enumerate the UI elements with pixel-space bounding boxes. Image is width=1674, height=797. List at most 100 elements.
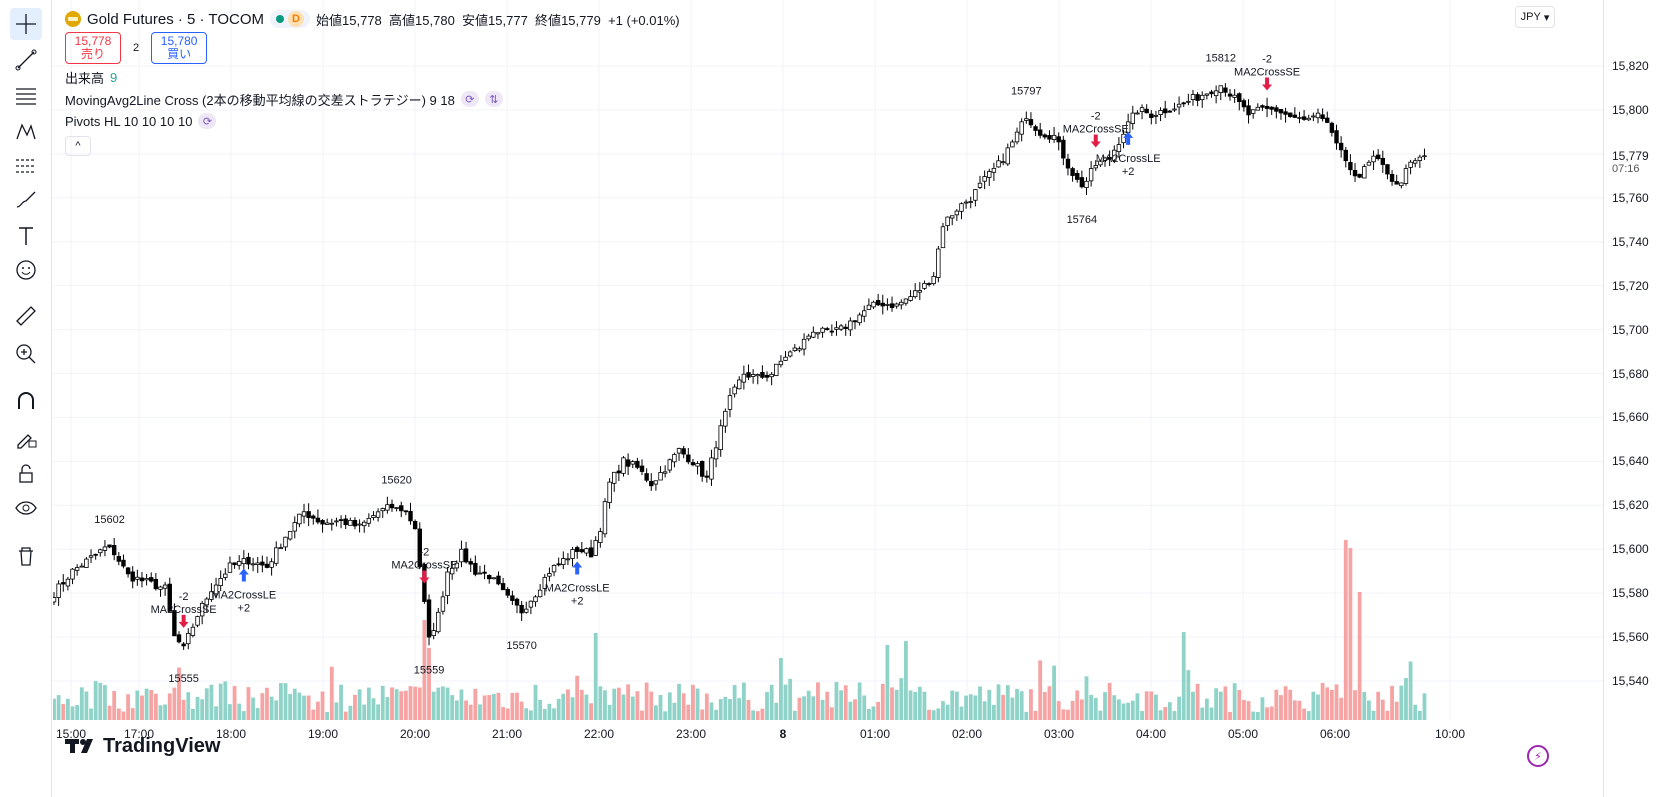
candle [690, 462, 696, 466]
candle [153, 579, 159, 590]
volume-bar [732, 685, 737, 720]
volume-bar [714, 709, 718, 720]
candle [1093, 165, 1098, 169]
volume-bar [1079, 699, 1084, 720]
price-axis-label: 15,600 [1612, 542, 1649, 557]
candle [144, 578, 149, 581]
candle [311, 515, 316, 519]
candle [857, 314, 862, 324]
trade-row: 15,778 売り 2 15,780 買い [65, 30, 680, 66]
candle [551, 564, 557, 573]
candle [65, 578, 71, 587]
crosshair-tool[interactable] [10, 8, 42, 40]
last-price-label: 15,779 [1612, 149, 1649, 164]
ma-strategy-row[interactable]: MovingAvg2Line Cross (2本の移動平均線の交差ストラテジー)… [65, 88, 680, 110]
symbol-title[interactable]: Gold Futures · 5 · TOCOM [87, 10, 264, 28]
volume-bar [1417, 710, 1422, 720]
pivots-row[interactable]: Pivots HL 10 10 10 10 ⟳ [65, 110, 680, 132]
volume-bar [1306, 711, 1311, 720]
candle [533, 596, 538, 603]
volume-bar [251, 697, 255, 720]
ruler-tool[interactable] [10, 300, 42, 332]
sell-button[interactable]: 15,778 売り [65, 32, 121, 64]
time-axis-label: 05:00 [1228, 727, 1258, 741]
volume-bar [191, 708, 195, 720]
candle [1149, 113, 1154, 119]
trendline-tool[interactable] [10, 44, 42, 76]
collapse-legend-button[interactable]: ^ [65, 136, 91, 156]
text-tool[interactable] [10, 220, 42, 252]
price-axis[interactable]: 15,540 15,560 15,580 15,600 15,620 15,640 15,6… [1603, 0, 1674, 797]
trash-tool[interactable] [10, 540, 42, 572]
volume-bar [843, 685, 848, 720]
volume-bar [329, 666, 334, 720]
market-status[interactable]: D [270, 10, 310, 28]
zoom-tool[interactable] [10, 338, 42, 370]
candle [899, 301, 904, 306]
pivot-label: 15797 [1011, 86, 1042, 98]
candle [1227, 93, 1233, 97]
eye-tool[interactable] [10, 492, 42, 524]
candle [172, 610, 177, 637]
candle [1042, 134, 1048, 138]
candle [746, 372, 751, 378]
volume-bar [1292, 700, 1297, 720]
candle [1389, 173, 1395, 182]
candle [1422, 155, 1427, 158]
volume-bar [1274, 689, 1279, 720]
lock-drawing-tool[interactable] [10, 422, 42, 454]
volume-indicator-row[interactable]: 出来高 9 [65, 66, 680, 88]
candle [1223, 87, 1228, 93]
candle [1130, 112, 1135, 124]
volume-bar [1413, 704, 1418, 720]
volume-bar [765, 692, 769, 720]
magnet-tool[interactable] [10, 386, 42, 418]
pivot-label: 15812 [1205, 53, 1236, 65]
legend: Gold Futures · 5 · TOCOM D 始値15,778 高値15… [65, 8, 680, 156]
currency-selector[interactable]: JPY ▾ [1515, 6, 1555, 28]
strategy-icon[interactable]: ⇅ [484, 91, 503, 107]
time-axis-label: 04:00 [1136, 727, 1166, 741]
volume-bar [899, 678, 904, 720]
candle [1075, 173, 1080, 180]
candle [1213, 90, 1219, 97]
volume-bar [607, 704, 612, 720]
candle [1278, 109, 1284, 114]
candle [649, 480, 654, 487]
lock-tool[interactable] [10, 458, 42, 490]
brush-tool[interactable] [10, 184, 42, 216]
candle [274, 547, 279, 564]
candle [1311, 115, 1316, 118]
pivot-label: 15559 [414, 664, 445, 676]
fib-tool[interactable] [10, 80, 42, 112]
signal-qty: +2 [1122, 166, 1135, 178]
volume-bar [1371, 710, 1376, 720]
candle [181, 643, 186, 647]
volume-bar [204, 688, 209, 720]
candle [1014, 131, 1020, 143]
candle [926, 283, 932, 285]
candle [737, 379, 742, 390]
forecast-tool[interactable] [10, 150, 42, 182]
time-axis-label: 03:00 [1044, 727, 1074, 741]
candle [102, 546, 108, 551]
buy-button[interactable]: 15,780 買い [151, 32, 208, 64]
volume-bar [552, 708, 556, 720]
bolt-icon[interactable]: ⚡ [1527, 745, 1549, 767]
candle [204, 598, 209, 606]
refresh-icon[interactable]: ⟳ [460, 91, 479, 107]
chart-svg[interactable]: 15602 15555 15620 15559 15570 15797 15764 15812… [53, 0, 1603, 797]
tradingview-logo[interactable]: TradingView [65, 735, 220, 758]
volume-bar [283, 683, 288, 720]
candle [616, 470, 622, 474]
chart-area[interactable]: 15602 15555 15620 15559 15570 15797 15764 15812… [53, 0, 1603, 797]
volume-bar [274, 700, 279, 720]
volume-bar [53, 698, 56, 720]
open-label: 始値 [316, 12, 343, 28]
volume-bar [959, 706, 964, 720]
candle [1320, 114, 1325, 120]
pattern-tool[interactable] [10, 116, 42, 148]
emoji-tool[interactable] [10, 254, 42, 286]
refresh-icon[interactable]: ⟳ [198, 113, 217, 129]
candle [371, 515, 376, 519]
